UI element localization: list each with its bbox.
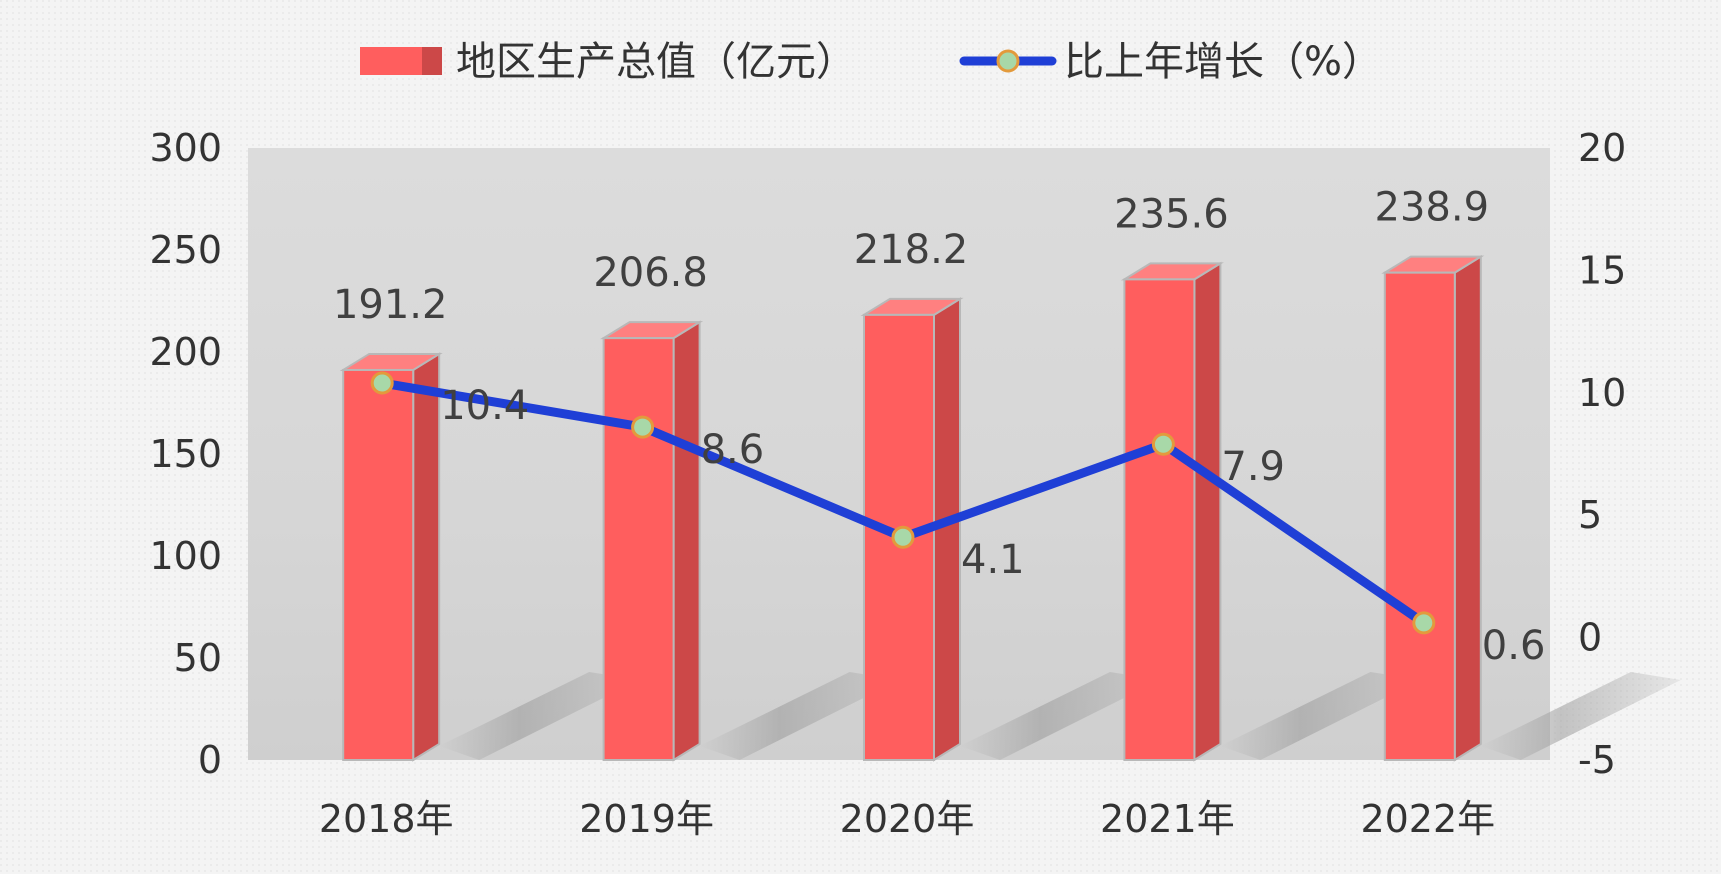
bar-value-label: 238.9 [1375, 185, 1490, 231]
growth-point [1151, 432, 1175, 456]
growth-point [370, 371, 394, 395]
growth-value-label: 8.6 [701, 427, 765, 473]
x-axis: 2018年 2019年 2020年 2021年 2022年 [319, 797, 1495, 841]
bar-front [602, 337, 675, 761]
y-right-tick-label: -5 [1578, 738, 1616, 782]
bar-side [1193, 261, 1222, 762]
growth-value-label: 4.1 [961, 537, 1025, 583]
growth-value-label: 7.9 [1221, 444, 1285, 490]
y-left-tick-label: 300 [149, 126, 222, 170]
legend-bar-swatch-front [360, 47, 422, 75]
bar-shadow [960, 672, 1160, 760]
bar-labels: 191.2 206.8 218.2 235.6 238.9 [333, 185, 1489, 328]
y-right-tick-label: 15 [1578, 248, 1626, 292]
y-left-tick-label: 200 [149, 330, 222, 374]
bar-value-label: 206.8 [593, 250, 708, 296]
y-right-tick-label: 10 [1578, 371, 1626, 415]
x-tick-label: 2022年 [1360, 797, 1495, 841]
growth-line-layer [370, 371, 1436, 635]
bar-value-label: 218.2 [854, 227, 969, 273]
bar-front [863, 313, 935, 761]
growth-point [891, 525, 915, 549]
y-left-tick-label: 50 [174, 636, 222, 680]
y-right-tick-label: 5 [1578, 493, 1602, 537]
legend: 地区生产总值（亿元） 比上年增长（%） [360, 39, 1382, 85]
bars [339, 254, 1485, 762]
x-tick-label: 2019年 [579, 797, 714, 841]
y-right-tick-label: 0 [1578, 616, 1602, 660]
bar [860, 297, 964, 762]
bar [600, 320, 704, 762]
bar [1120, 261, 1224, 762]
y-left-tick-label: 250 [149, 228, 222, 272]
growth-value-label: 10.4 [440, 383, 529, 429]
x-tick-label: 2021年 [1100, 797, 1235, 841]
y-axis-left: 0 50 100 150 200 250 300 [149, 126, 222, 782]
bar [339, 352, 443, 762]
legend-item-line: 比上年增长（%） [959, 39, 1382, 85]
legend-item-bar: 地区生产总值（亿元） [360, 39, 856, 85]
bar-shadow [699, 672, 900, 760]
y-axis-right: -5 0 5 10 15 20 [1578, 126, 1626, 782]
legend-line-label: 比上年增长（%） [1064, 39, 1382, 85]
bar-shadow [1220, 672, 1421, 760]
bar-value-label: 235.6 [1114, 191, 1229, 237]
bar-side [672, 320, 701, 762]
y-right-tick-label: 20 [1578, 126, 1626, 170]
bar [1381, 254, 1485, 762]
growth-point [631, 415, 655, 439]
line-labels: 10.4 8.6 4.1 7.9 0.6 [440, 383, 1545, 669]
bar-side [412, 352, 441, 762]
bar-front [342, 368, 415, 761]
bar-shadow [439, 672, 640, 760]
growth-value-label: 0.6 [1482, 623, 1546, 669]
x-tick-label: 2018年 [319, 797, 454, 841]
growth-point [1412, 611, 1436, 635]
bar-front [1123, 278, 1196, 761]
x-tick-label: 2020年 [840, 797, 975, 841]
bar-shadow [1480, 672, 1681, 760]
y-left-tick-label: 100 [149, 534, 222, 578]
legend-bar-label: 地区生产总值（亿元） [456, 39, 856, 85]
bar-value-label: 191.2 [333, 282, 448, 328]
legend-line-marker [996, 49, 1020, 73]
legend-bar-swatch-side [422, 47, 442, 75]
bar-shadows [439, 672, 1681, 760]
y-left-tick-label: 150 [149, 432, 222, 476]
y-left-tick-label: 0 [198, 738, 222, 782]
bar-side [1453, 254, 1482, 762]
bar-front [1383, 271, 1456, 761]
